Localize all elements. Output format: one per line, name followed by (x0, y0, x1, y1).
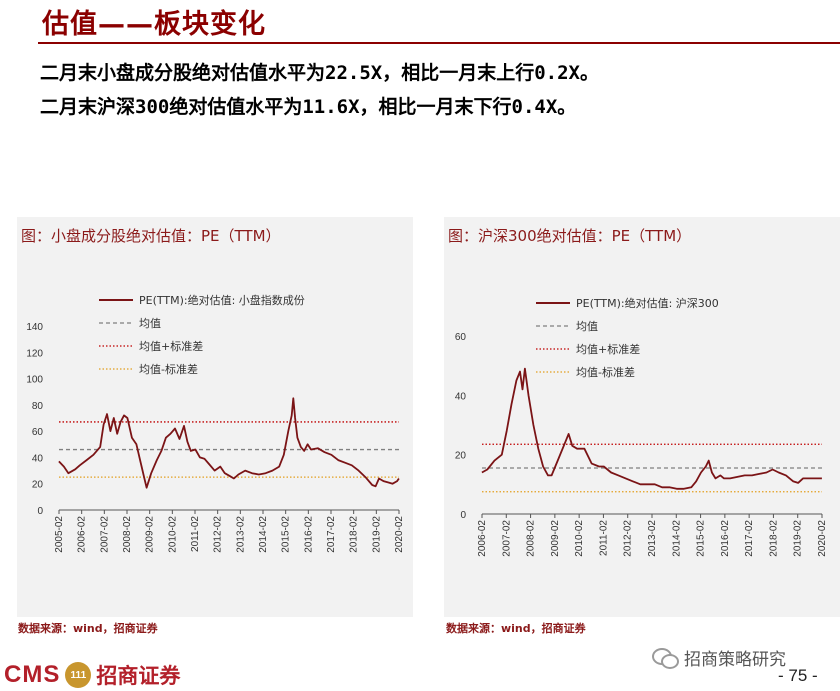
wechat-icon (652, 647, 679, 669)
page-title: 估值——板块变化 (42, 9, 266, 40)
x-tick-label: 2012-02 (213, 516, 224, 553)
x-tick-label: 2009-02 (550, 520, 561, 557)
y-tick-label: 20 (455, 451, 467, 462)
legend-label: PE(TTM):绝对估值: 沪深300 (576, 296, 719, 310)
y-tick-label: 80 (32, 401, 44, 412)
logo-text: CMS (4, 661, 61, 688)
x-tick-label: 2020-02 (817, 520, 828, 557)
source-note-csi300: 数据来源：wind，招商证券 (446, 622, 586, 635)
legend-label: 均值+标准差 (576, 342, 640, 356)
x-tick-label: 2009-02 (145, 516, 156, 553)
x-tick-label: 2017-02 (744, 520, 755, 557)
x-tick-label: 2016-02 (720, 520, 731, 557)
y-tick-label: 40 (32, 453, 44, 464)
x-tick-label: 2007-02 (99, 516, 110, 553)
x-tick-label: 2016-02 (303, 516, 314, 553)
x-tick-label: 2006-02 (477, 520, 488, 557)
x-tick-label: 2006-02 (77, 516, 88, 553)
x-tick-label: 2010-02 (167, 516, 178, 553)
y-tick-label: 60 (32, 427, 44, 438)
x-tick-label: 2012-02 (623, 520, 634, 557)
pe-series-line (481, 367, 822, 490)
y-tick-label: 0 (37, 506, 43, 517)
x-tick-label: 2010-02 (574, 520, 585, 557)
title-underline (38, 42, 840, 44)
brand-logo: CMS 111 招商证券 (4, 660, 180, 690)
source-note-small-cap: 数据来源：wind，招商证券 (18, 622, 158, 635)
x-tick-label: 2005-02 (54, 516, 65, 553)
x-tick-label: 2014-02 (258, 516, 269, 553)
x-tick-label: 2018-02 (349, 516, 360, 553)
x-tick-label: 2007-02 (501, 520, 512, 557)
legend-label: 均值+标准差 (139, 339, 203, 353)
y-tick-label: 60 (455, 332, 467, 343)
x-tick-label: 2019-02 (793, 520, 804, 557)
logo-company-name: 招商证券 (96, 664, 181, 688)
chart-title: 图：小盘成分股绝对估值：PE（TTM） (21, 227, 281, 245)
page-number: - 75 - (778, 666, 818, 685)
y-tick-label: 0 (460, 510, 466, 521)
legend-label: 均值-标准差 (139, 362, 198, 376)
x-tick-label: 2018-02 (768, 520, 779, 557)
y-tick-label: 120 (26, 348, 43, 359)
x-tick-label: 2013-02 (235, 516, 246, 553)
x-tick-label: 2013-02 (647, 520, 658, 557)
y-tick-label: 20 (32, 480, 44, 491)
chart-panel-csi300: 图：沪深300绝对估值：PE（TTM） PE(TTM):绝对估值: 沪深300 均… (444, 217, 840, 617)
x-tick-label: 2015-02 (281, 516, 292, 553)
pe-series-line (58, 397, 400, 489)
x-tick-label: 2008-02 (526, 520, 537, 557)
x-tick-label: 2011-02 (598, 520, 609, 556)
x-tick-label: 2008-02 (122, 516, 133, 553)
y-tick-label: 40 (455, 391, 467, 402)
x-tick-label: 2019-02 (371, 516, 382, 553)
legend-label: PE(TTM):绝对估值: 小盘指数成份 (139, 293, 305, 307)
y-tick-label: 100 (26, 375, 43, 386)
legend-label: 均值 (139, 317, 161, 330)
legend-label: 均值 (576, 320, 598, 333)
wechat-account-name: 招商策略研究 (684, 650, 786, 670)
y-tick-label: 140 (26, 322, 43, 333)
x-tick-label: 2017-02 (326, 516, 337, 553)
x-tick-label: 2020-02 (394, 516, 405, 553)
legend-label: 均值-标准差 (576, 365, 635, 379)
x-tick-label: 2011-02 (190, 516, 201, 552)
logo-mark: 111 (65, 662, 92, 688)
wechat-account: 招商策略研究 (652, 645, 786, 670)
chart-panel-small-cap: 图：小盘成分股绝对估值：PE（TTM） PE(TTM):绝对估值: 小盘指数成份… (17, 217, 413, 617)
summary-line-csi300: 二月末沪深300绝对估值水平为11.6X，相比一月末下行0.4X。 (40, 96, 577, 118)
summary-line-small-cap: 二月末小盘成分股绝对估值水平为22.5X，相比一月末上行0.2X。 (40, 62, 599, 84)
x-tick-label: 2015-02 (696, 520, 707, 557)
chart-title: 图：沪深300绝对估值：PE（TTM） (448, 227, 692, 245)
x-tick-label: 2014-02 (671, 520, 682, 557)
